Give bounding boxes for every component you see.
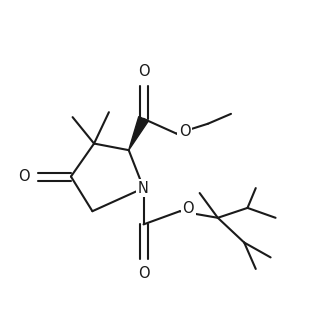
Text: N: N — [138, 181, 149, 196]
Text: O: O — [138, 266, 149, 281]
Text: O: O — [18, 169, 30, 184]
Text: O: O — [138, 64, 149, 80]
Text: O: O — [179, 123, 191, 139]
Polygon shape — [129, 116, 148, 150]
Text: O: O — [182, 201, 194, 216]
